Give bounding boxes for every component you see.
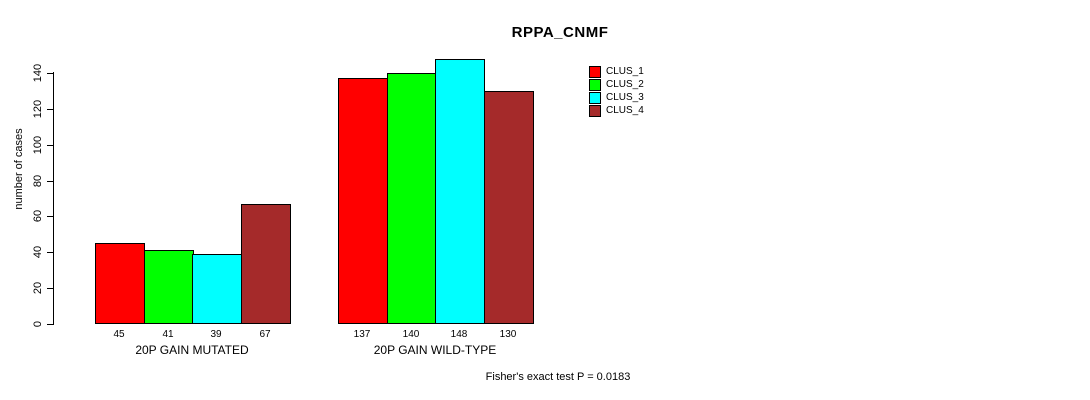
y-tick-label: 0 — [32, 320, 44, 328]
bar-value-label: 41 — [162, 329, 174, 340]
bar-clus_1-2 — [338, 78, 388, 324]
legend-swatch-icon — [589, 65, 601, 78]
y-axis-label: number of cases — [13, 128, 25, 210]
y-axis-tick — [47, 73, 53, 74]
legend-row: CLUS_3 — [589, 91, 644, 104]
y-tick-label: 140 — [32, 63, 44, 83]
bar-value-label: 67 — [259, 329, 271, 340]
y-tick-label: 40 — [32, 245, 44, 259]
y-axis-tick — [47, 181, 53, 182]
chart-title: RPPA_CNMF — [511, 24, 609, 41]
y-axis-tick — [47, 145, 53, 146]
bar-clus_2-1 — [144, 250, 194, 324]
bar-clus_4-2 — [484, 91, 534, 324]
legend-row: CLUS_1 — [589, 65, 644, 78]
y-tick-label: 100 — [32, 135, 44, 155]
legend-label: CLUS_2 — [606, 79, 644, 90]
legend-label: CLUS_3 — [606, 92, 644, 103]
category-label: 20P GAIN MUTATED — [135, 343, 249, 357]
y-tick-label: 120 — [32, 99, 44, 119]
bar-value-label: 137 — [353, 329, 371, 340]
legend-row: CLUS_4 — [589, 104, 644, 117]
category-label: 20P GAIN WILD-TYPE — [373, 343, 497, 357]
stat-annotation: Fisher's exact test P = 0.0183 — [485, 371, 631, 383]
y-axis-line — [53, 72, 54, 325]
bar-clus_3-2 — [435, 59, 485, 324]
y-axis-tick — [47, 109, 53, 110]
y-tick-label: 60 — [32, 209, 44, 223]
legend: CLUS_1 CLUS_2 CLUS_3 CLUS_4 — [589, 65, 644, 117]
bar-clus_1-1 — [95, 243, 145, 324]
legend-label: CLUS_1 — [606, 66, 644, 77]
legend-swatch-icon — [589, 104, 601, 117]
bar-value-label: 39 — [210, 329, 222, 340]
y-tick-label: 20 — [32, 281, 44, 295]
y-axis-tick — [47, 324, 53, 325]
y-axis-tick — [47, 252, 53, 253]
legend-row: CLUS_2 — [589, 78, 644, 91]
y-tick-label: 80 — [32, 174, 44, 188]
legend-label: CLUS_4 — [606, 105, 644, 116]
bar-value-label: 130 — [499, 329, 517, 340]
legend-swatch-icon — [589, 91, 601, 104]
y-axis-tick — [47, 288, 53, 289]
bar-value-label: 148 — [450, 329, 468, 340]
bar-clus_2-2 — [387, 73, 437, 324]
bar-value-label: 140 — [402, 329, 420, 340]
bar-value-label: 45 — [113, 329, 125, 340]
legend-swatch-icon — [589, 78, 601, 91]
bar-clus_3-1 — [192, 254, 242, 324]
y-axis-tick — [47, 216, 53, 217]
bar-clus_4-1 — [241, 204, 291, 324]
